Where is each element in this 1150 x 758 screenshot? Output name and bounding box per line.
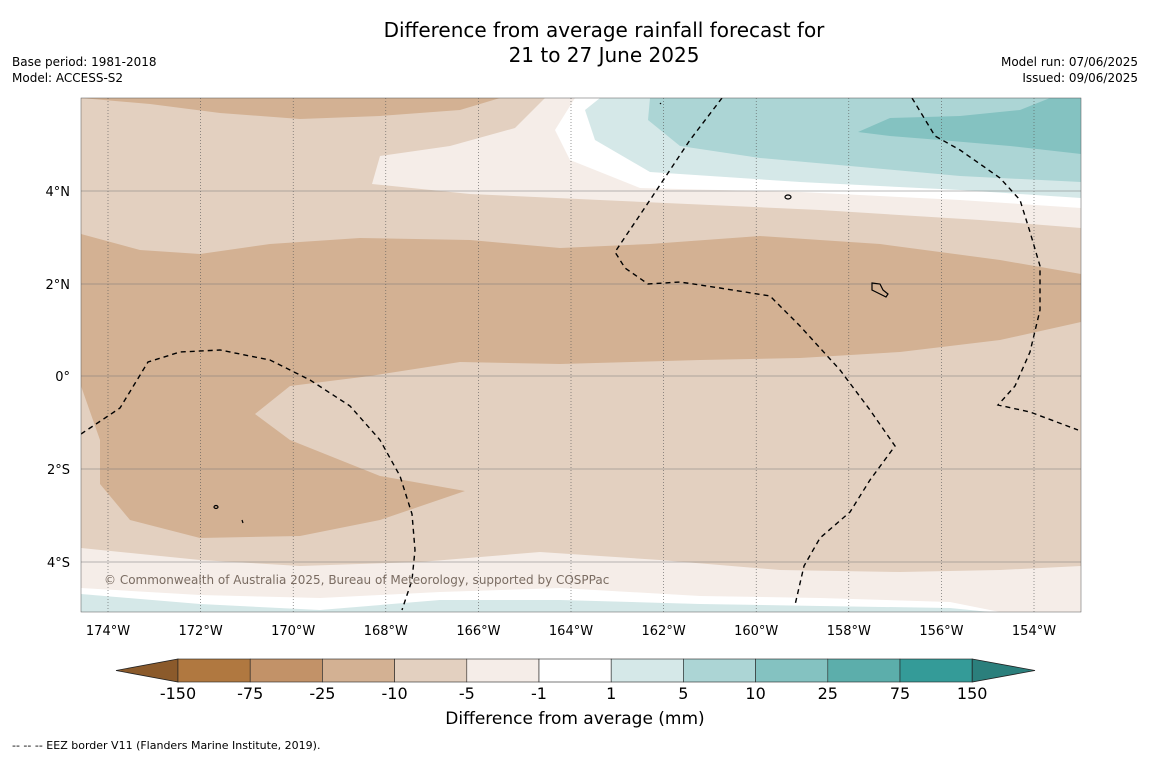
colorbar-swatch [683,658,756,683]
field-minus25-top [81,98,500,119]
x-tick-label: 172°W [179,624,223,639]
x-tick-label: 168°W [364,624,408,639]
eez-border-kiribati [614,98,896,606]
island-west-1 [213,504,219,510]
colorbar-swatch [755,658,829,683]
colorbar-swatch [466,658,540,683]
issued-date: Issued: 09/06/2025 [1022,71,1138,85]
x-tick-label: 170°W [271,624,315,639]
colorbar-label: -1 [531,684,547,703]
colorbar-label: 150 [957,684,988,703]
anomaly-fields [81,98,1081,612]
island-north [659,102,662,105]
gridlines [81,98,1081,612]
plot-frame [80,97,1082,613]
colorbar-label: 75 [890,684,910,703]
colorbar-title: Difference from average (mm) [445,709,705,729]
colorbar-swatch [610,658,684,683]
model-name: Model: ACCESS-S2 [12,71,124,85]
colorbar-label: -10 [382,684,408,703]
colorbar-label: 1 [606,684,616,703]
colorbar-swatch [322,658,395,683]
eez-borders [81,98,1079,611]
colorbar-extend-low [115,658,179,683]
colorbar-swatch [394,658,468,683]
colorbar: -150 -75 -25 -10 -5 -1 1 5 10 25 75 150 [115,658,1036,703]
colorbar-label: 5 [678,684,688,703]
colorbar-swatch [177,658,251,683]
model-run: Model run: 07/06/2025 [1000,55,1138,69]
x-tick-label: 160°W [734,624,778,639]
base-period: Base period: 1981-2018 [12,55,157,69]
colorbar-label: -5 [459,684,475,703]
kiritimati-island [871,282,889,298]
islands [213,102,889,524]
copyright-notice: © Commonwealth of Australia 2025, Bureau… [104,573,609,587]
y-axis-ticks: 4°N 2°N 0° 2°S 4°S [46,185,71,571]
x-tick-label: 166°W [456,624,500,639]
x-tick-label: 164°W [549,624,593,639]
y-tick-label: 2°S [47,463,70,478]
colorbar-swatch [538,658,612,683]
x-tick-label: 158°W [827,624,871,639]
colorbar-swatch [827,658,901,683]
title-line-1: Difference from average rainfall forecas… [383,18,825,42]
x-tick-label: 154°W [1012,624,1056,639]
colorbar-swatch [249,658,323,683]
field-minus5-bottom [81,548,1081,612]
y-tick-label: 0° [55,370,70,385]
colorbar-label: -75 [237,684,263,703]
y-tick-label: 4°S [47,556,70,571]
y-tick-label: 2°N [46,278,71,293]
island-west-2 [241,519,244,524]
field-10-to-25 [858,98,1081,154]
colorbar-extend-high [971,658,1036,683]
field-1-to-5-bottom [81,594,990,612]
x-tick-label: 174°W [86,624,130,639]
map-title: Difference from average rainfall forecas… [0,18,1150,68]
y-tick-label: 4°N [46,185,71,200]
island-tabuaeran [784,194,792,200]
base-info: Base period: 1981-2018 Model: ACCESS-S2 [12,54,157,86]
title-line-2: 21 to 27 June 2025 [508,43,700,67]
colorbar-label: 10 [745,684,765,703]
colorbar-label: 25 [818,684,838,703]
eez-border-east [911,98,1079,431]
eez-footnote: -- -- -- EEZ border V11 (Flanders Marine… [12,739,321,752]
run-info: Model run: 07/06/2025 Issued: 09/06/2025 [1001,54,1138,86]
x-tick-label: 162°W [642,624,686,639]
x-axis-ticks: 174°W 172°W 170°W 168°W 166°W 164°W 162°W 160°W… [86,624,1056,639]
colorbar-swatch [899,658,973,683]
colorbar-label: -25 [309,684,335,703]
x-tick-label: 156°W [919,624,963,639]
colorbar-label: -150 [160,684,196,703]
field-minus25-equatorial [81,234,1081,538]
